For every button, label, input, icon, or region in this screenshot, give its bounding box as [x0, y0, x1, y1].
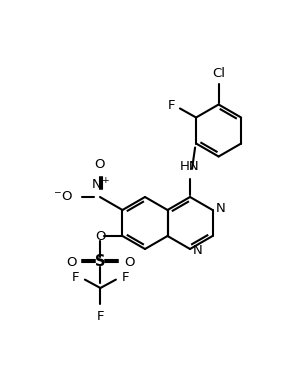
Text: O: O — [95, 158, 105, 171]
Text: F: F — [97, 310, 104, 322]
Text: S: S — [95, 254, 106, 270]
Text: HN: HN — [180, 160, 200, 173]
Text: O: O — [124, 256, 135, 268]
Text: F: F — [71, 271, 79, 284]
Text: N: N — [216, 203, 225, 215]
Text: F: F — [168, 99, 175, 112]
Text: Cl: Cl — [212, 67, 225, 81]
Text: N$^{+}$: N$^{+}$ — [91, 178, 109, 193]
Text: O: O — [95, 229, 106, 243]
Text: O: O — [66, 256, 76, 268]
Text: F: F — [122, 271, 130, 284]
Text: N: N — [193, 243, 203, 257]
Text: $^{-}$O: $^{-}$O — [53, 191, 73, 203]
